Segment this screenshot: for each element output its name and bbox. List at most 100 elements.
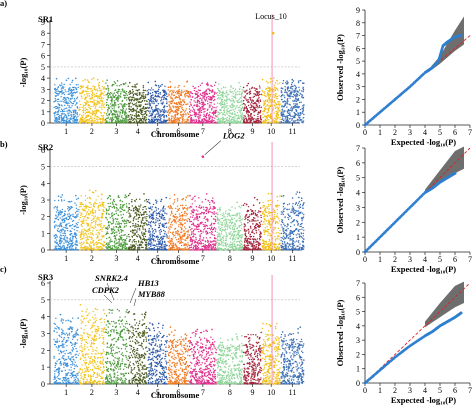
- snp-point: [297, 121, 299, 123]
- snp-point: [63, 232, 66, 234]
- snp-point: [85, 119, 87, 121]
- snp-point: [85, 215, 87, 217]
- snp-point: [212, 90, 214, 92]
- snp-point: [208, 90, 211, 92]
- snp-point: [230, 115, 232, 118]
- snp-point: [191, 92, 194, 95]
- snp-point: [208, 118, 211, 121]
- snp-point: [147, 81, 150, 84]
- snp-point: [265, 119, 268, 122]
- snp-point: [65, 101, 68, 103]
- snp-point: [53, 235, 55, 237]
- snp-point: [122, 213, 125, 216]
- snp-point: [102, 202, 104, 204]
- snp-point: [86, 79, 89, 81]
- snp-point: [200, 94, 202, 97]
- snp-point: [60, 199, 63, 201]
- snp-point: [116, 209, 118, 211]
- snp-point: [148, 115, 150, 117]
- snp-point: [198, 107, 201, 110]
- snp-point: [119, 95, 121, 97]
- snp-point: [85, 116, 88, 118]
- snp-point: [64, 110, 66, 112]
- snp-point: [139, 236, 141, 238]
- snp-point: [144, 229, 146, 231]
- snp-point: [82, 86, 84, 88]
- snp-point: [79, 249, 81, 251]
- snp-point: [158, 95, 160, 98]
- snp-point: [125, 97, 128, 99]
- snp-point: [158, 119, 161, 121]
- snp-point: [85, 213, 88, 215]
- snp-point: [90, 219, 93, 222]
- snp-point: [85, 207, 87, 209]
- snp-point: [208, 104, 211, 106]
- snp-point: [242, 100, 245, 102]
- snp-point: [100, 92, 102, 94]
- snp-point: [143, 119, 145, 121]
- snp-point: [144, 107, 147, 109]
- snp-point: [202, 105, 204, 107]
- snp-point: [290, 122, 292, 124]
- snp-point: [111, 114, 113, 116]
- snp-point: [226, 116, 228, 119]
- snp-point: [90, 120, 92, 122]
- snp-point: [56, 225, 58, 227]
- snp-point: [77, 213, 79, 215]
- snp-point: [292, 115, 294, 118]
- snp-point: [215, 92, 217, 94]
- snp-point: [53, 207, 55, 209]
- snp-point: [86, 93, 88, 95]
- snp-point: [248, 114, 250, 117]
- snp-point: [91, 214, 93, 217]
- snp-point: [296, 103, 299, 105]
- snp-point: [93, 247, 95, 249]
- snp-point: [116, 118, 118, 120]
- snp-point: [116, 85, 118, 87]
- snp-point: [203, 96, 205, 98]
- snp-point: [123, 103, 125, 106]
- snp-point: [115, 220, 118, 223]
- snp-point: [98, 232, 101, 234]
- snp-point: [97, 102, 99, 104]
- snp-point: [68, 206, 70, 209]
- snp-point: [287, 110, 289, 112]
- snp-point: [111, 105, 114, 107]
- snp-point: [186, 95, 188, 97]
- snp-point: [239, 85, 242, 88]
- snp-point: [130, 122, 133, 124]
- snp-point: [60, 115, 63, 117]
- snp-point: [264, 99, 267, 102]
- snp-point: [55, 91, 57, 93]
- snp-point: [98, 87, 101, 90]
- snp-point: [125, 205, 128, 207]
- snp-point: [133, 96, 135, 99]
- snp-point: [69, 118, 72, 121]
- snp-point: [290, 86, 292, 88]
- snp-point: [84, 107, 87, 109]
- snp-point: [88, 110, 90, 113]
- snp-point: [266, 108, 268, 110]
- snp-point: [68, 246, 71, 248]
- snp-point: [302, 112, 304, 114]
- snp-point: [131, 231, 134, 234]
- snp-point: [281, 118, 284, 120]
- snp-point: [87, 211, 89, 213]
- snp-point: [96, 78, 99, 81]
- snp-point: [197, 89, 200, 91]
- snp-point: [130, 106, 132, 108]
- snp-point: [198, 116, 200, 118]
- snp-point: [76, 122, 79, 124]
- snp-point: [58, 115, 60, 118]
- snp-point: [183, 101, 186, 103]
- snp-point: [142, 108, 144, 110]
- snp-point: [80, 195, 82, 197]
- snp-point: [224, 122, 227, 124]
- snp-point: [97, 231, 99, 234]
- snp-point: [58, 118, 60, 120]
- snp-point: [235, 121, 238, 124]
- snp-point: [186, 81, 188, 83]
- snp-point: [142, 219, 144, 222]
- snp-point: [145, 245, 148, 248]
- snp-point: [86, 230, 88, 233]
